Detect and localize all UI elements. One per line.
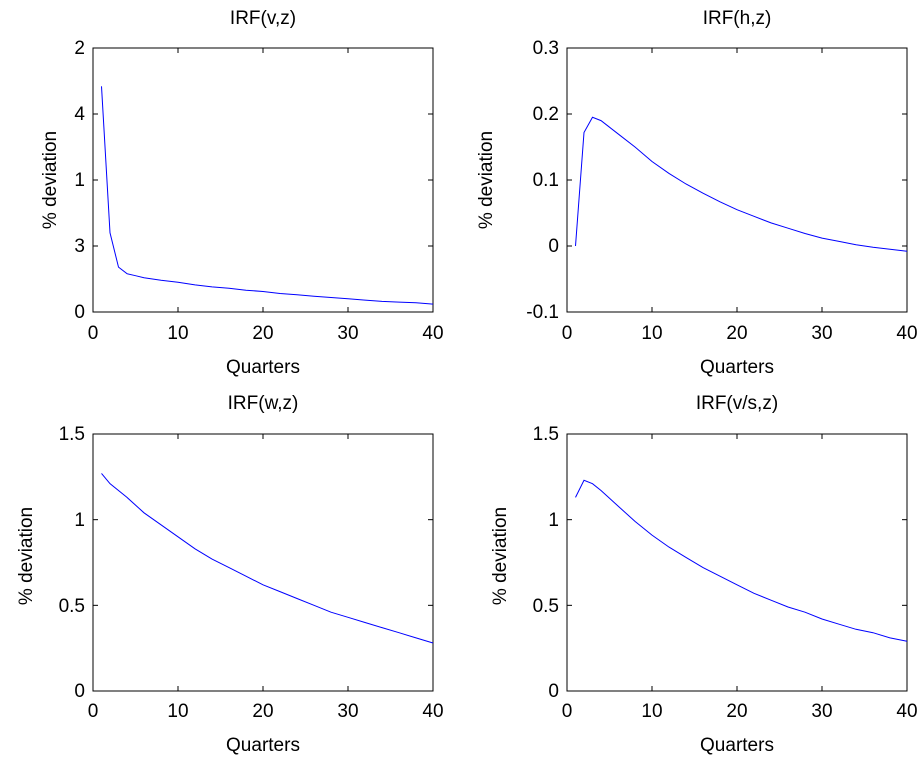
x-tick-label: 20 [252, 323, 273, 344]
x-tick-label: 40 [896, 323, 917, 344]
x-tick-label: 10 [167, 323, 188, 344]
series-line [101, 473, 434, 644]
x-axis-label: Quarters [700, 357, 774, 378]
x-ticks: 0 10 20 30 40 [88, 701, 444, 722]
x-tick-label: 20 [252, 701, 273, 722]
y-tick-label: 3 [74, 236, 85, 257]
y-axis-label: % deviation [476, 131, 497, 229]
panel-irf-w-z: IRF(w,z) % deviation Quarters 0 10 20 30… [16, 393, 444, 756]
y-tick-label: 0 [74, 681, 85, 702]
series-line [575, 116, 908, 252]
series-line [575, 479, 908, 642]
y-tick-label: 1.5 [59, 424, 85, 445]
x-tick-label: 40 [896, 701, 917, 722]
x-tick-label: 0 [562, 323, 573, 344]
y-tick-label: 1 [74, 510, 85, 531]
x-tick-label: 30 [337, 323, 358, 344]
y-tick-label: 0.2 [533, 104, 559, 125]
x-axis-label: Quarters [700, 735, 774, 756]
x-ticks: 0 10 20 30 40 [88, 323, 444, 344]
x-tick-label: 10 [641, 323, 662, 344]
panel-irf-v-z: IRF(v,z) % deviation Quarters 0 10 20 30… [40, 8, 444, 378]
chart-title: IRF(v,z) [230, 8, 296, 29]
panel-irf-h-z: IRF(h,z) % deviation Quarters 0 10 20 30… [476, 8, 918, 378]
y-ticks: -0.1 0 0.1 0.2 0.3 [526, 38, 559, 323]
x-tick-label: 0 [88, 323, 99, 344]
y-tick-label: 0 [74, 302, 85, 323]
y-axis-label: % deviation [490, 507, 511, 605]
y-axis-label: % deviation [16, 507, 37, 605]
series-line [101, 86, 434, 305]
x-tick-label: 30 [337, 701, 358, 722]
chart-title: IRF(h,z) [703, 8, 772, 29]
y-tick-label: 0.3 [533, 38, 559, 59]
y-tick-label: 1 [548, 510, 559, 531]
x-axis-label: Quarters [226, 735, 300, 756]
x-tick-label: 10 [641, 701, 662, 722]
x-tick-label: 20 [726, 323, 747, 344]
y-ticks: 0 0.5 1 1.5 [59, 424, 85, 702]
y-tick-label: 0.5 [533, 596, 559, 617]
y-tick-label: 1.5 [533, 424, 559, 445]
y-axis-label: % deviation [40, 131, 61, 229]
x-ticks: 0 10 20 30 40 [562, 323, 918, 344]
panel-irf-vs-z: IRF(v/s,z) % deviation Quarters 0 10 20 … [490, 393, 918, 756]
x-axis-label: Quarters [226, 357, 300, 378]
x-tick-label: 0 [562, 701, 573, 722]
y-tick-label: 2 [74, 38, 85, 59]
x-tick-label: 40 [422, 323, 443, 344]
y-tick-label: 0 [548, 681, 559, 702]
x-tick-label: 10 [167, 701, 188, 722]
x-tick-label: 40 [422, 701, 443, 722]
y-tick-label: 0 [548, 236, 559, 257]
y-tick-label: 0.5 [59, 596, 85, 617]
x-tick-label: 30 [811, 701, 832, 722]
y-tick-label: -0.1 [526, 302, 559, 323]
x-ticks: 0 10 20 30 40 [562, 701, 918, 722]
y-tick-label: 4 [74, 104, 85, 125]
y-tick-label: 0.1 [533, 170, 559, 191]
y-ticks: 0 0.5 1 1.5 [533, 424, 559, 702]
x-tick-label: 0 [88, 701, 99, 722]
y-tick-label: 1 [74, 170, 85, 191]
x-tick-label: 30 [811, 323, 832, 344]
y-ticks: 0 1 2 3 4 [74, 38, 85, 323]
chart-title: IRF(w,z) [228, 393, 299, 414]
chart-title: IRF(v/s,z) [696, 393, 778, 414]
x-tick-label: 20 [726, 701, 747, 722]
